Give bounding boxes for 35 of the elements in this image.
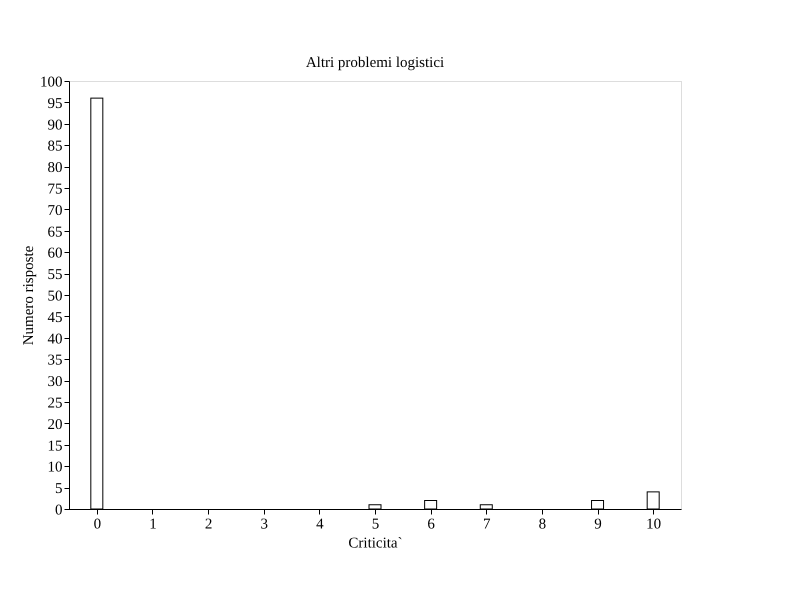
x-tick-label: 0	[94, 516, 102, 532]
y-tick-label: 75	[48, 182, 62, 198]
x-tick-label: 1	[149, 516, 157, 532]
x-tick-label: 9	[594, 516, 602, 532]
y-tick-label: 60	[48, 246, 62, 262]
x-tick-label: 7	[483, 516, 492, 532]
y-tick-label: 100	[40, 74, 62, 90]
x-tick-label: 2	[204, 516, 212, 532]
y-tick-label: 30	[48, 374, 62, 390]
x-tick-label: 4	[316, 516, 324, 532]
y-tick-label: 20	[48, 416, 62, 433]
y-axis-title: Numero risposte	[21, 245, 37, 346]
y-tick-label: 65	[48, 224, 62, 240]
y-tick-label: 25	[48, 396, 62, 412]
chart-title: Altri problemi logistici	[306, 55, 444, 71]
x-tick-label: 8	[538, 516, 546, 532]
x-tick-label: 10	[646, 516, 662, 532]
y-tick-label: 80	[48, 160, 62, 176]
y-tick-label: 45	[48, 310, 62, 326]
x-tick-label: 3	[260, 516, 268, 532]
y-tick-label: 95	[48, 96, 62, 112]
x-tick-label: 5	[372, 516, 380, 532]
y-tick-label: 40	[48, 331, 62, 348]
y-tick-label: 15	[48, 438, 62, 454]
y-tick-label: 50	[48, 288, 62, 304]
y-tick-label: 10	[48, 460, 62, 476]
y-tick-label: 90	[48, 117, 62, 134]
y-tick-label: 85	[48, 138, 62, 155]
y-tick-label: 55	[48, 267, 62, 284]
y-tick-label: 5	[55, 481, 62, 498]
y-tick-label: 35	[48, 352, 62, 369]
x-axis-title: Criticita`	[348, 536, 403, 552]
x-tick-label: 6	[427, 516, 436, 532]
y-tick-label: 70	[48, 202, 62, 219]
y-tick-label: 0	[55, 502, 62, 518]
